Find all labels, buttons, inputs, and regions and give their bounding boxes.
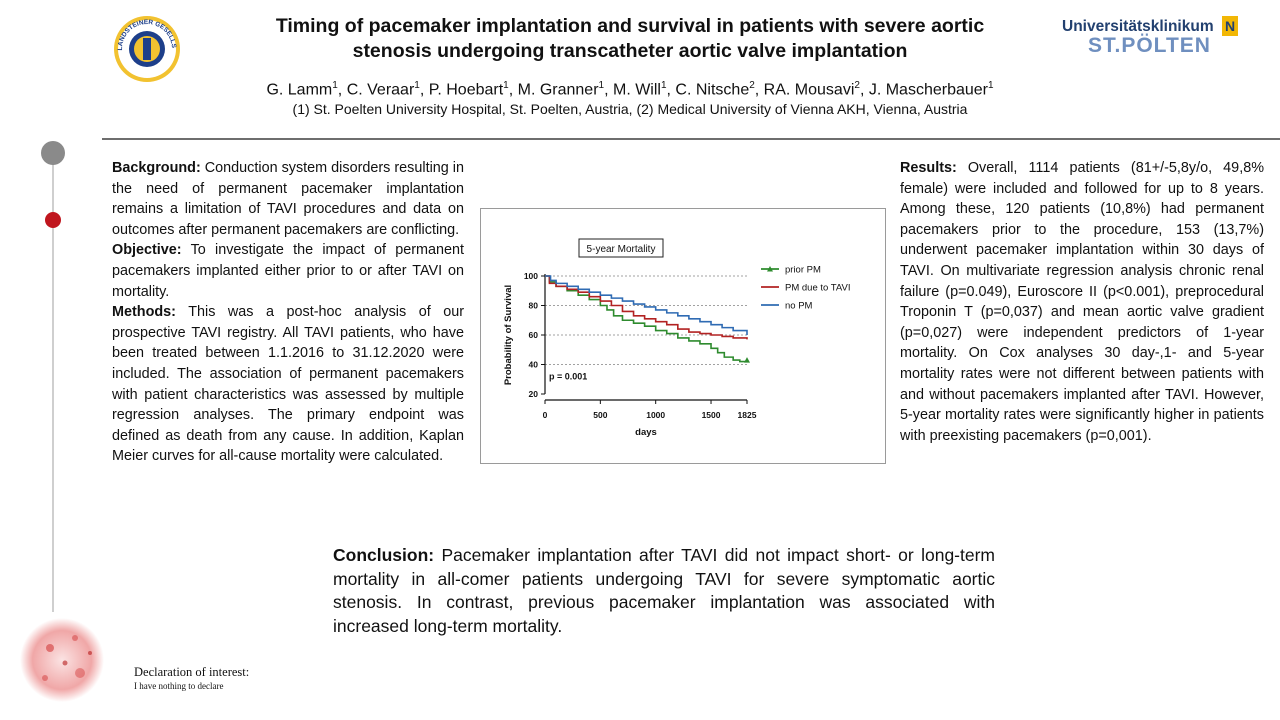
timeline-line: [52, 152, 54, 612]
author-separator: ,: [859, 81, 869, 99]
background-section: Background: Conduction system disorders …: [112, 158, 464, 240]
x-tick-label: 1000: [646, 410, 665, 420]
y-tick-label: 100: [524, 271, 538, 281]
methods-label: Methods:: [112, 304, 176, 321]
y-tick-label: 60: [529, 330, 539, 340]
poster-title: Timing of pacemaker implantation and sur…: [200, 14, 1060, 64]
author-separator: ,: [666, 81, 676, 99]
author-list: G. Lamm1, C. Veraar1, P. Hoebart1, M. Gr…: [200, 76, 1060, 100]
results-section: Results: Overall, 1114 patients (81+/-5,…: [900, 158, 1264, 446]
author-affiliation-index: 1: [332, 80, 338, 91]
legend-marker-0: [767, 266, 773, 272]
header-divider: [102, 138, 1280, 140]
author-affiliation-index: 1: [988, 80, 994, 91]
y-tick-label: 20: [529, 389, 539, 399]
hospital-logo-badge: N: [1222, 16, 1238, 36]
series-end-marker-0: [744, 357, 750, 363]
conclusion-text: Pacemaker implantation after TAVI did no…: [333, 545, 995, 637]
author-separator: ,: [508, 81, 518, 99]
author-affiliation-index: 2: [749, 80, 755, 91]
author-affiliation-index: 1: [414, 80, 420, 91]
background-label: Background:: [112, 160, 201, 176]
methods-section: Methods: This was a post-hoc analysis of…: [112, 302, 464, 467]
hospital-logo-line1: Universitätsklinikum: [1062, 18, 1214, 35]
affiliations: (1) St. Poelten University Hospital, St.…: [292, 101, 968, 117]
society-logo: KARL LANDSTEINER GESELLSCHAFT: [112, 14, 180, 82]
series-line-2: [545, 275, 748, 335]
x-axis-label: days: [635, 427, 657, 438]
background-text: Conduction system disorders resulting in…: [112, 160, 464, 238]
x-tick-label: 1500: [702, 410, 721, 420]
chart-title: 5-year Mortality: [587, 244, 656, 255]
decorative-pattern-icon: [20, 618, 104, 702]
objective-label: Objective:: [112, 242, 182, 259]
author-name: RA. Mousavi: [763, 81, 855, 99]
author-separator: ,: [337, 81, 347, 99]
methods-text: This was a post-hoc analysis of our pros…: [112, 304, 464, 465]
author-name: M. Granner: [517, 81, 599, 99]
x-tick-label: 0: [543, 410, 548, 420]
author-name: P. Hoebart: [428, 81, 504, 99]
survival-chart-frame: 5-year Mortality 20 40 60 80 100 0 500 1000 1500 1…: [480, 208, 886, 464]
legend-label-1: PM due to TAVI: [785, 283, 850, 294]
author-separator: ,: [754, 81, 764, 99]
author-separator: ,: [419, 81, 429, 99]
author-affiliation-index: 1: [660, 80, 667, 91]
left-column: Background: Conduction system disorders …: [112, 158, 464, 467]
objective-section: Objective: To investigate the impact of …: [112, 240, 464, 302]
poster-title-line1: Timing of pacemaker implantation and sur…: [275, 15, 985, 37]
hospital-logo-line2: ST.PÖLTEN: [1088, 34, 1211, 57]
legend-label-2: no PM: [785, 301, 813, 312]
y-axis-label: Probability of Survival: [503, 285, 514, 385]
hospital-logo: Universitätsklinikum ST.PÖLTEN N: [1062, 16, 1242, 58]
y-tick-label: 40: [529, 360, 539, 370]
author-name: M. Will: [612, 81, 661, 99]
author-name: G. Lamm: [266, 81, 333, 99]
y-tick-label: 80: [529, 301, 539, 311]
conclusion-label: Conclusion:: [333, 545, 435, 565]
author-name: C. Nitsche: [675, 81, 750, 99]
author-affiliation-index: 1: [503, 80, 509, 91]
series-line-1: [545, 275, 748, 340]
x-tick-label: 1825: [738, 410, 757, 420]
chart-title-box: [578, 238, 664, 258]
p-value-annotation: p = 0.001: [549, 371, 587, 381]
poster-title-line2: stenosis undergoing transcatheter aortic…: [352, 40, 908, 62]
results-text: Overall, 1114 patients (81+/-5,8y/o, 49,…: [900, 160, 1264, 444]
author-affiliation-index: 2: [854, 80, 860, 91]
declaration-of-interest: Declaration of interest: I have nothing …: [134, 664, 249, 692]
author-name: C. Veraar: [346, 81, 415, 99]
declaration-heading: Declaration of interest:: [134, 665, 250, 679]
author-separator: ,: [604, 81, 613, 99]
conclusion-section: Conclusion: Pacemaker implantation after…: [333, 544, 995, 639]
legend-label-0: prior PM: [785, 265, 821, 276]
objective-text: To investigate the impact of permanent p…: [112, 242, 464, 300]
author-affiliation-index: 1: [598, 80, 605, 91]
timeline-dot-red: [45, 212, 61, 228]
right-column: Results: Overall, 1114 patients (81+/-5,…: [900, 158, 1264, 446]
results-label: Results:: [900, 160, 957, 176]
declaration-text: I have nothing to declare: [134, 681, 224, 691]
author-name: J. Mascherbauer: [868, 81, 988, 99]
x-tick-label: 500: [593, 410, 607, 420]
timeline-dot-gray: [41, 141, 65, 165]
